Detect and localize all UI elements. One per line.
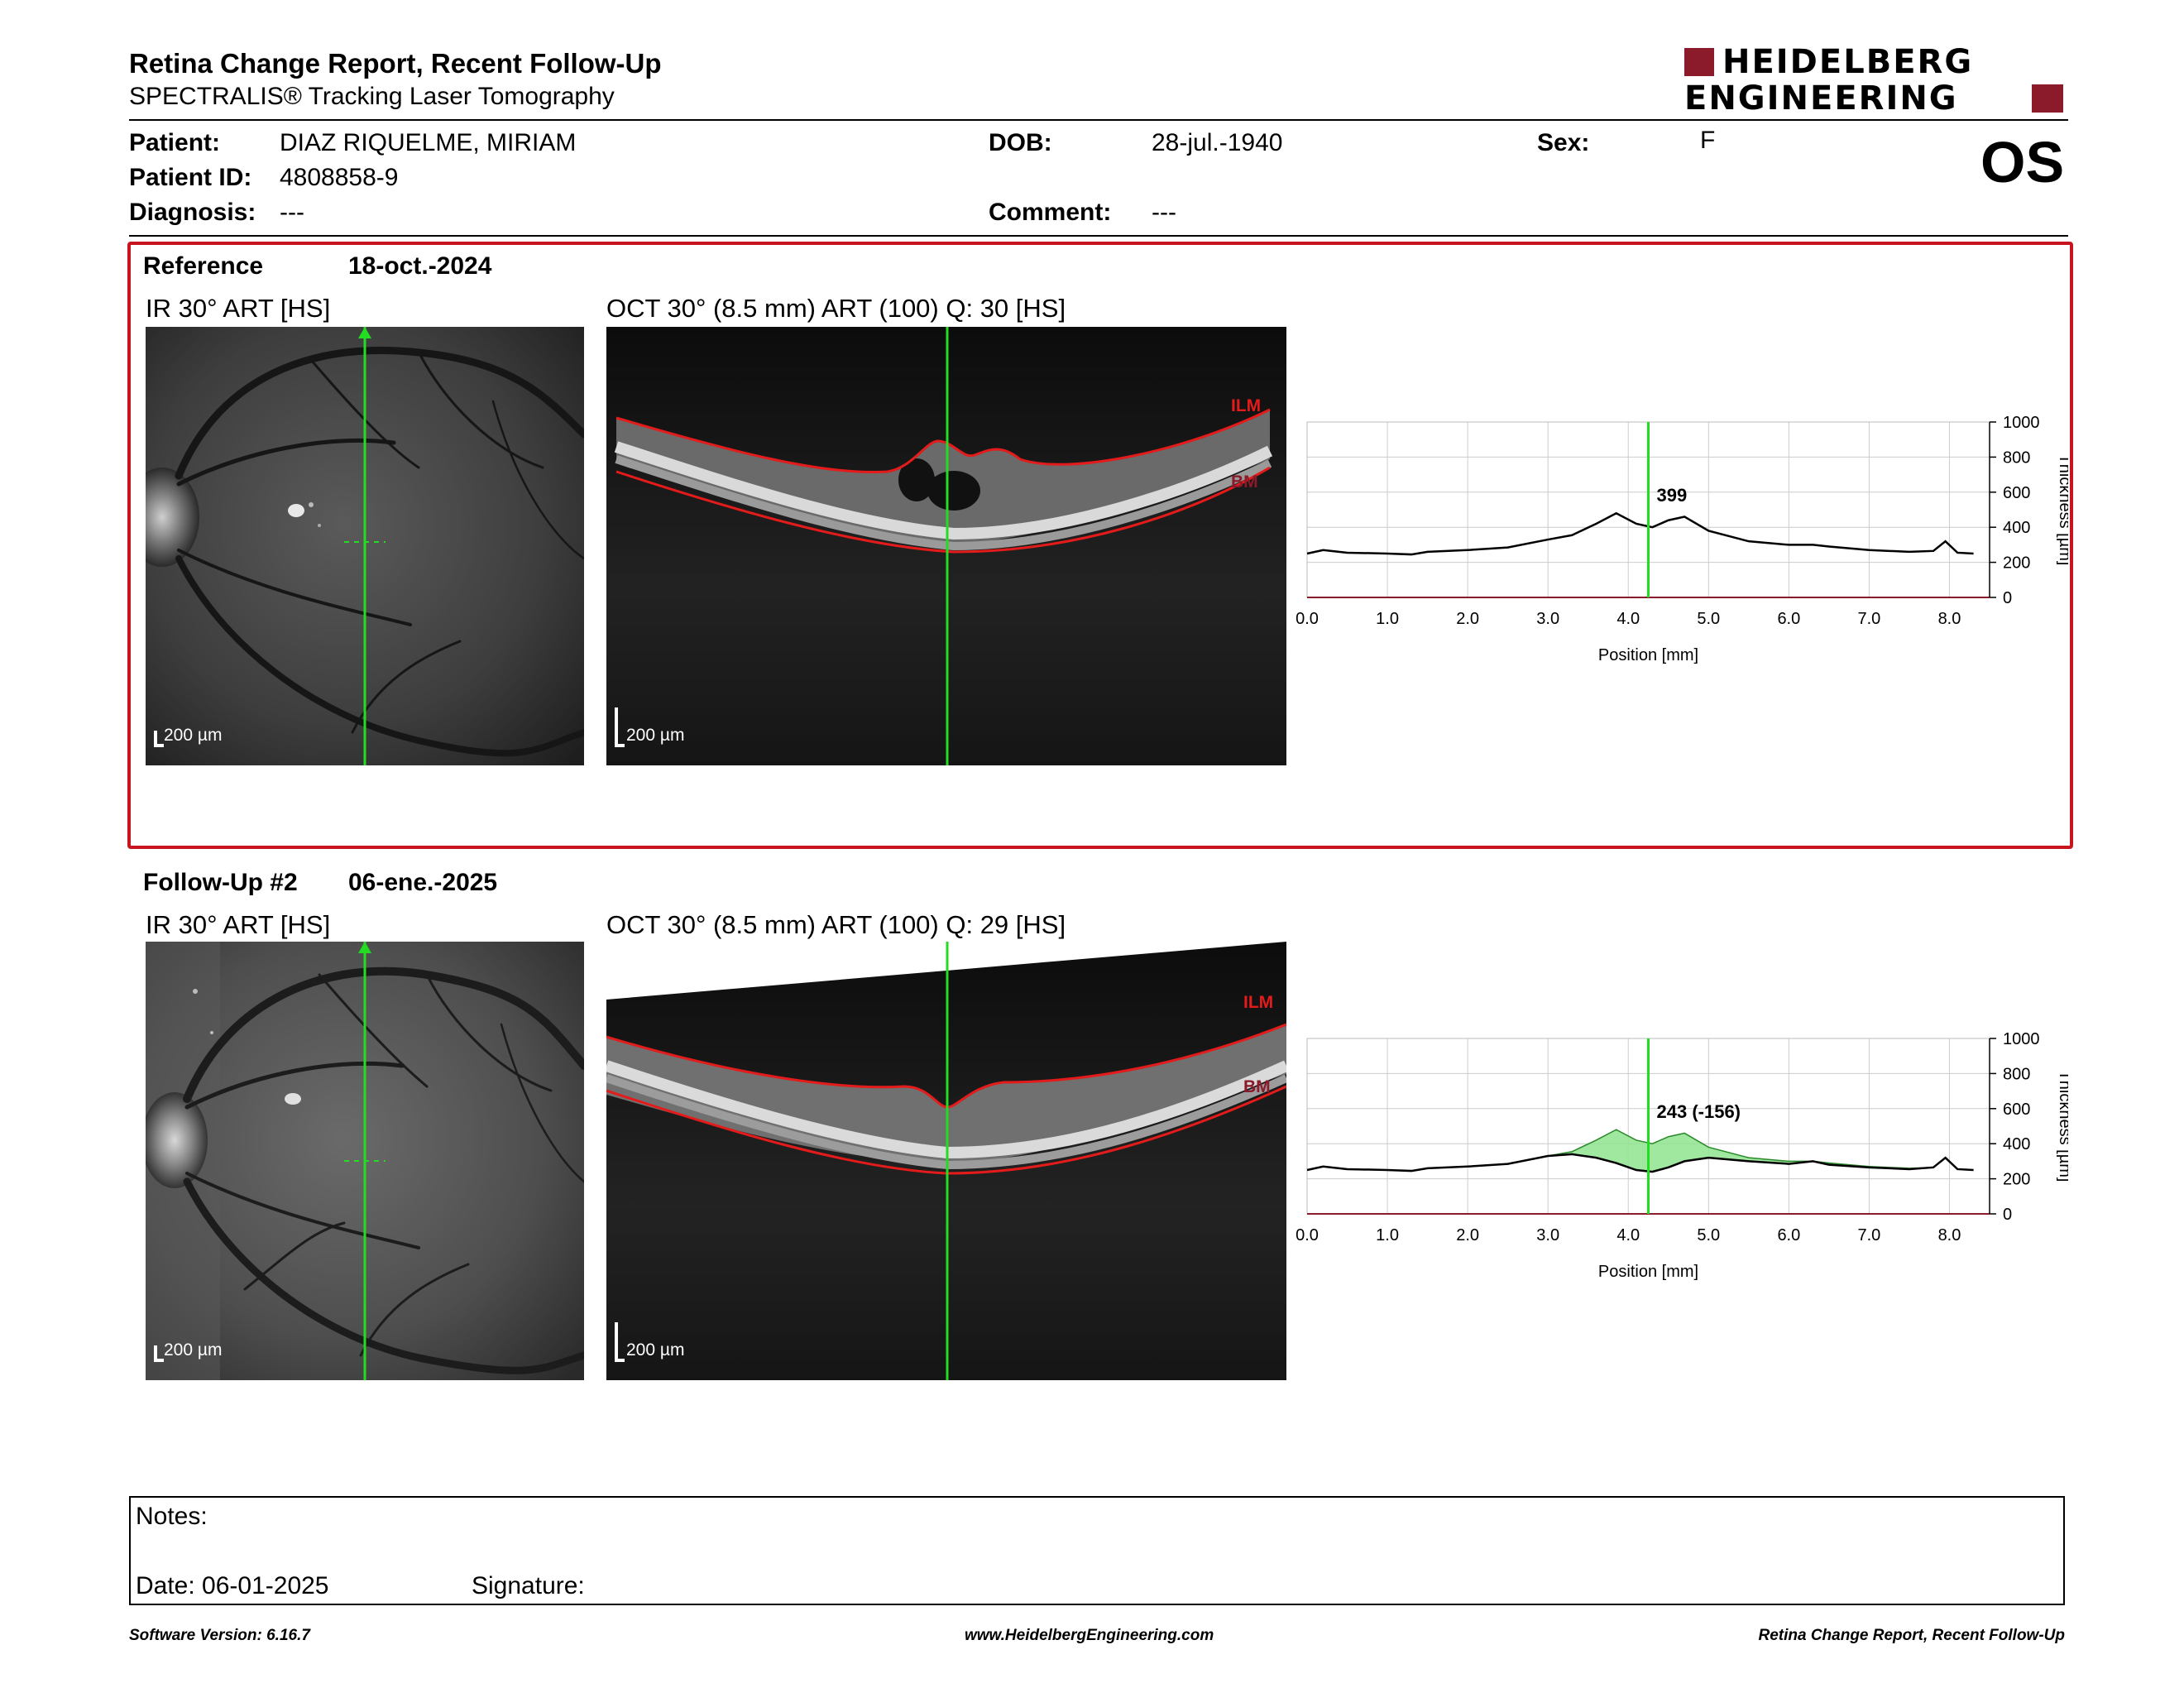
notes-signature-label: Signature: xyxy=(472,1572,585,1599)
followup-oct-scale-label: 200 µm xyxy=(626,1340,685,1360)
logo-text-heidelberg: HEIDELBERG xyxy=(1722,43,1974,81)
reference-ir-caption: IR 30° ART [HS] xyxy=(146,294,331,323)
followup-oct-scale-bar-foot xyxy=(615,1359,625,1362)
followup-oct-image: ILM BM 200 µm xyxy=(606,942,1286,1380)
reference-date: 18-oct.-2024 xyxy=(348,252,492,280)
reference-oct-scale-bar-foot xyxy=(615,744,625,747)
notes-date: Date: 06-01-2025 xyxy=(136,1572,329,1599)
y-tick-label: 600 xyxy=(2003,484,2030,502)
dob-value: 28-jul.-1940 xyxy=(1152,129,1283,156)
x-tick-label: 4.0 xyxy=(1616,1226,1640,1244)
y-tick-label: 1000 xyxy=(2003,414,2040,432)
y-tick-label: 200 xyxy=(2003,554,2030,573)
x-tick-label: 1.0 xyxy=(1376,610,1399,628)
thickness-line xyxy=(1306,1153,1974,1173)
heidelberg-logo: HEIDELBERG ENGINEERING xyxy=(1684,43,2065,117)
x-tick-label: 3.0 xyxy=(1536,1226,1559,1244)
followup-oct-caption: OCT 30° (8.5 mm) ART (100) Q: 29 [HS] xyxy=(606,910,1066,939)
x-tick-label: 5.0 xyxy=(1697,1226,1720,1244)
y-tick-label: 0 xyxy=(2003,589,2012,607)
comment-label: Comment: xyxy=(989,199,1112,226)
notes-box: Notes: Date: 06-01-2025 Signature: xyxy=(129,1496,2065,1605)
y-axis-label: Thickness [µm] xyxy=(2056,1071,2068,1182)
followup-ir-scale-bar xyxy=(154,1345,157,1362)
eye-laterality: OS xyxy=(1980,130,2065,194)
footer-report-name: Retina Change Report, Recent Follow-Up xyxy=(1758,1627,2065,1644)
report-title: Retina Change Report, Recent Follow-Up xyxy=(129,48,662,79)
logo-square-top xyxy=(1684,48,1714,76)
x-axis-label: Position [mm] xyxy=(1598,1263,1698,1281)
reference-frame xyxy=(127,242,2073,849)
y-tick-label: 800 xyxy=(2003,1065,2030,1083)
y-tick-label: 1000 xyxy=(2003,1030,2040,1048)
y-tick-label: 400 xyxy=(2003,1135,2030,1153)
reference-oct-scale-label: 200 µm xyxy=(626,726,685,745)
report-subtitle: SPECTRALIS® Tracking Laser Tomography xyxy=(129,83,615,110)
followup-ir-caption: IR 30° ART [HS] xyxy=(146,910,331,939)
y-tick-label: 400 xyxy=(2003,519,2030,537)
followup-oct-scale-bar xyxy=(615,1322,618,1362)
x-tick-label: 8.0 xyxy=(1938,610,1961,628)
reference-ir-image: 200 µm xyxy=(146,327,584,765)
y-tick-label: 800 xyxy=(2003,448,2030,467)
y-axis-label: Thickness [µm] xyxy=(2056,454,2068,566)
x-tick-label: 6.0 xyxy=(1777,1226,1800,1244)
patient-name: DIAZ RIQUELME, MIRIAM xyxy=(280,129,577,156)
sex-value: F xyxy=(1700,127,1716,154)
x-tick-label: 2.0 xyxy=(1456,610,1479,628)
logo-text-engineering: ENGINEERING xyxy=(1684,79,1958,117)
followup-ilm-label: ILM xyxy=(1243,993,1274,1012)
notes-label: Notes: xyxy=(136,1503,208,1530)
cursor-value-label: 243 (-156) xyxy=(1657,1101,1741,1122)
y-tick-label: 600 xyxy=(2003,1101,2030,1119)
difference-area xyxy=(1306,1129,1974,1172)
reference-bm-label: BM xyxy=(1231,472,1258,492)
diagnosis-value: --- xyxy=(280,199,304,226)
reference-ir-scale-bar xyxy=(154,731,157,747)
reference-ilm-label: ILM xyxy=(1231,396,1262,415)
cursor-value-label: 399 xyxy=(1657,485,1688,506)
x-tick-label: 8.0 xyxy=(1938,1226,1961,1244)
followup-thickness-chart: 0.0 1.0 2.0 3.0 4.0 5.0 6.0 7.0 8.0 0 200 400 600 800… xyxy=(1296,1030,2068,1281)
reference-oct-image: ILM BM 200 µm xyxy=(606,327,1286,765)
x-tick-label: 0.0 xyxy=(1296,610,1319,628)
x-axis-label: Position [mm] xyxy=(1598,646,1698,664)
x-tick-label: 4.0 xyxy=(1616,610,1640,628)
x-tick-label: 6.0 xyxy=(1777,610,1800,628)
x-tick-label: 7.0 xyxy=(1858,610,1881,628)
y-tick-label: 0 xyxy=(2003,1206,2012,1224)
reference-label: Reference xyxy=(143,252,264,280)
diagnosis-label: Diagnosis: xyxy=(129,199,256,226)
x-tick-label: 7.0 xyxy=(1858,1226,1881,1244)
thickness-line xyxy=(1306,511,1974,556)
x-tick-label: 1.0 xyxy=(1376,1226,1399,1244)
followup-bm-label: BM xyxy=(1243,1077,1271,1096)
logo-square-bottom xyxy=(2032,84,2063,113)
followup-label: Follow-Up #2 xyxy=(143,869,298,896)
x-tick-label: 5.0 xyxy=(1697,610,1720,628)
reference-thickness-chart: 0.0 1.0 2.0 3.0 4.0 5.0 6.0 7.0 8.0 0 200 400 600 800… xyxy=(1296,414,2068,664)
reference-ir-scale-bar-foot xyxy=(154,744,164,747)
followup-date: 06-ene.-2025 xyxy=(348,869,498,896)
x-tick-label: 2.0 xyxy=(1456,1226,1479,1244)
footer-website: www.HeidelbergEngineering.com xyxy=(965,1627,1214,1644)
followup-ir-scale-label: 200 µm xyxy=(164,1340,223,1360)
patient-id-label: Patient ID: xyxy=(129,164,252,191)
patient-label: Patient: xyxy=(129,129,221,156)
header-divider xyxy=(129,119,2068,121)
reference-oct-caption: OCT 30° (8.5 mm) ART (100) Q: 30 [HS] xyxy=(606,294,1066,323)
followup-ir-image: 200 µm xyxy=(146,942,584,1380)
y-tick-label: 200 xyxy=(2003,1171,2030,1189)
comment-value: --- xyxy=(1152,199,1176,226)
reference-oct-scale-bar xyxy=(615,707,618,747)
x-tick-label: 3.0 xyxy=(1536,610,1559,628)
patient-id-value: 4808858-9 xyxy=(280,164,399,191)
followup-ir-scale-bar-foot xyxy=(154,1359,164,1362)
x-tick-label: 0.0 xyxy=(1296,1226,1319,1244)
reference-ir-scale-label: 200 µm xyxy=(164,726,223,745)
footer-software-version: Software Version: 6.16.7 xyxy=(129,1627,310,1644)
dob-label: DOB: xyxy=(989,129,1052,156)
sex-label: Sex: xyxy=(1537,129,1590,156)
patient-divider xyxy=(129,235,2068,237)
